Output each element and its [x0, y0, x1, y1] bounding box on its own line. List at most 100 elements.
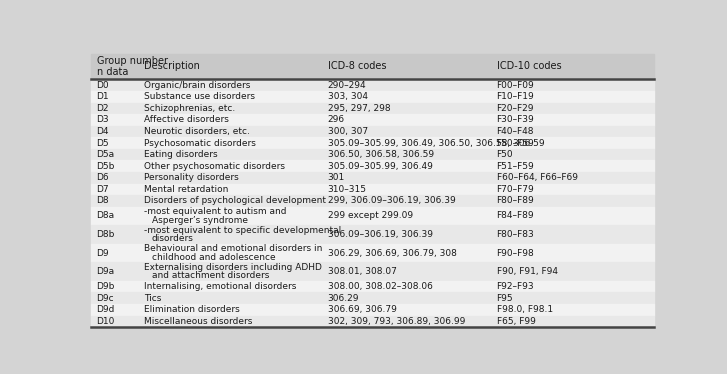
Text: Externalising disorders including ADHD: Externalising disorders including ADHD: [145, 263, 322, 272]
Text: disorders: disorders: [152, 234, 193, 243]
Text: Miscellaneous disorders: Miscellaneous disorders: [145, 317, 253, 326]
Text: F65, F99: F65, F99: [497, 317, 535, 326]
Text: Elimination disorders: Elimination disorders: [145, 305, 240, 314]
Bar: [91, 184, 654, 195]
Text: 305.09–305.99, 306.49, 306.50, 306.58, 306.59: 305.09–305.99, 306.49, 306.50, 306.58, 3…: [327, 139, 544, 148]
Bar: [91, 149, 654, 160]
Text: F00–F09: F00–F09: [497, 81, 534, 90]
Text: ICD-8 codes: ICD-8 codes: [327, 61, 386, 71]
Text: D10: D10: [97, 317, 115, 326]
Bar: [91, 292, 654, 304]
Text: 306.50, 306.58, 306.59: 306.50, 306.58, 306.59: [327, 150, 433, 159]
Text: 299 except 299.09: 299 except 299.09: [327, 212, 413, 221]
Bar: [91, 304, 654, 316]
Text: Disorders of psychological development: Disorders of psychological development: [145, 196, 326, 205]
Text: ICD-10 codes: ICD-10 codes: [497, 61, 561, 71]
Bar: [91, 126, 654, 137]
Text: F70–F79: F70–F79: [497, 185, 534, 194]
Text: Psychosomatic disorders: Psychosomatic disorders: [145, 139, 257, 148]
Text: 303, 304: 303, 304: [327, 92, 368, 101]
Text: Mental retardation: Mental retardation: [145, 185, 229, 194]
Bar: [91, 160, 654, 172]
Text: Description: Description: [145, 61, 200, 71]
Bar: [91, 114, 654, 126]
Text: F92–F93: F92–F93: [497, 282, 534, 291]
Text: Neurotic disorders, etc.: Neurotic disorders, etc.: [145, 127, 250, 136]
Text: 299, 306.09–306.19, 306.39: 299, 306.09–306.19, 306.39: [327, 196, 455, 205]
Text: Asperger’s syndrome: Asperger’s syndrome: [152, 215, 248, 224]
Text: D7: D7: [97, 185, 109, 194]
Text: Internalising, emotional disorders: Internalising, emotional disorders: [145, 282, 297, 291]
Text: F50: F50: [497, 150, 513, 159]
Bar: [91, 281, 654, 292]
Text: 302, 309, 793, 306.89, 306.99: 302, 309, 793, 306.89, 306.99: [327, 317, 465, 326]
Bar: [91, 53, 654, 79]
Text: D5b: D5b: [97, 162, 115, 171]
Bar: [91, 102, 654, 114]
Text: D9d: D9d: [97, 305, 115, 314]
Bar: [91, 207, 654, 225]
Text: D9c: D9c: [97, 294, 114, 303]
Text: Group number: Group number: [97, 56, 167, 66]
Bar: [91, 172, 654, 184]
Bar: [91, 225, 654, 244]
Text: and attachment disorders: and attachment disorders: [152, 271, 269, 280]
Text: 306.09–306.19, 306.39: 306.09–306.19, 306.39: [327, 230, 433, 239]
Text: 305.09–305.99, 306.49: 305.09–305.99, 306.49: [327, 162, 433, 171]
Text: Substance use disorders: Substance use disorders: [145, 92, 255, 101]
Text: childhood and adolescence: childhood and adolescence: [152, 252, 276, 261]
Bar: [91, 244, 654, 262]
Text: D5a: D5a: [97, 150, 115, 159]
Text: F90–F98: F90–F98: [497, 249, 534, 258]
Text: 295, 297, 298: 295, 297, 298: [327, 104, 390, 113]
Text: F60–F64, F66–F69: F60–F64, F66–F69: [497, 173, 577, 182]
Text: Schizophrenias, etc.: Schizophrenias, etc.: [145, 104, 236, 113]
Text: F98.0, F98.1: F98.0, F98.1: [497, 305, 553, 314]
Text: 306.29: 306.29: [327, 294, 359, 303]
Text: 306.69, 306.79: 306.69, 306.79: [327, 305, 396, 314]
Text: 296: 296: [327, 116, 345, 125]
Text: 308.00, 308.02–308.06: 308.00, 308.02–308.06: [327, 282, 433, 291]
Text: D6: D6: [97, 173, 109, 182]
Text: D9a: D9a: [97, 267, 115, 276]
Text: F40–F48: F40–F48: [497, 127, 534, 136]
Text: F20–F29: F20–F29: [497, 104, 534, 113]
Text: F90, F91, F94: F90, F91, F94: [497, 267, 558, 276]
Text: Other psychosomatic disorders: Other psychosomatic disorders: [145, 162, 286, 171]
Bar: [91, 195, 654, 207]
Text: F10–F19: F10–F19: [497, 92, 534, 101]
Text: Affective disorders: Affective disorders: [145, 116, 229, 125]
Text: F84–F89: F84–F89: [497, 212, 534, 221]
Text: D2: D2: [97, 104, 109, 113]
Bar: [91, 262, 654, 281]
Text: D8b: D8b: [97, 230, 115, 239]
Text: 306.29, 306.69, 306.79, 308: 306.29, 306.69, 306.79, 308: [327, 249, 457, 258]
Text: 310–315: 310–315: [327, 185, 366, 194]
Text: D8: D8: [97, 196, 109, 205]
Text: n data: n data: [97, 67, 128, 77]
Text: 300, 307: 300, 307: [327, 127, 368, 136]
Text: 301: 301: [327, 173, 345, 182]
Bar: [91, 91, 654, 102]
Text: F30–F39: F30–F39: [497, 116, 534, 125]
Text: F80–F89: F80–F89: [497, 196, 534, 205]
Text: F51–F59: F51–F59: [497, 162, 534, 171]
Text: D9b: D9b: [97, 282, 115, 291]
Text: D0: D0: [97, 81, 109, 90]
Text: Behavioural and emotional disorders in: Behavioural and emotional disorders in: [145, 245, 323, 254]
Text: 290–294: 290–294: [327, 81, 366, 90]
Text: 308.01, 308.07: 308.01, 308.07: [327, 267, 396, 276]
Bar: [91, 137, 654, 149]
Text: D5: D5: [97, 139, 109, 148]
Text: Tics: Tics: [145, 294, 162, 303]
Text: D4: D4: [97, 127, 109, 136]
Text: -most equivalent to specific developmental: -most equivalent to specific development…: [145, 226, 342, 235]
Text: F80–F83: F80–F83: [497, 230, 534, 239]
Text: D9: D9: [97, 249, 109, 258]
Text: Eating disorders: Eating disorders: [145, 150, 218, 159]
Text: -most equivalent to autism and: -most equivalent to autism and: [145, 208, 287, 217]
Text: D3: D3: [97, 116, 109, 125]
Text: F95: F95: [497, 294, 513, 303]
Text: Organic/brain disorders: Organic/brain disorders: [145, 81, 251, 90]
Text: D1: D1: [97, 92, 109, 101]
